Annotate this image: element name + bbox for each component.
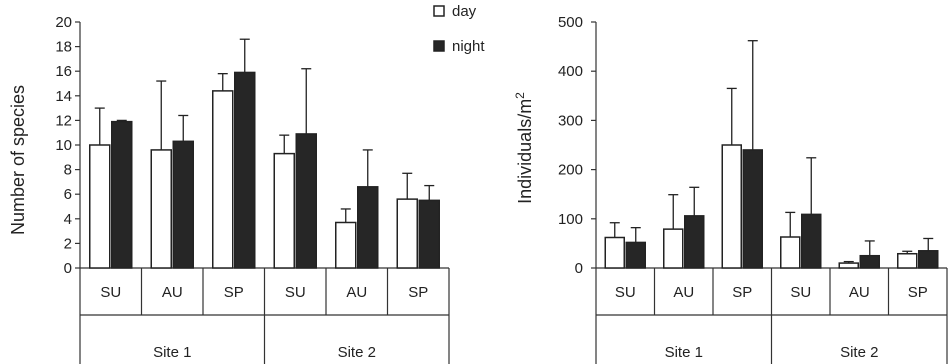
density-chart: 0 100 200 300 400 500 SU AU SP SU AU SP Site 1 Site 2 — [558, 14, 948, 364]
species-category-label: AU — [346, 284, 367, 301]
density-category-label: SP — [732, 284, 752, 301]
species-y-tick-label: 18 — [55, 39, 72, 56]
species-bar-day — [273, 152, 295, 269]
species-bar-night — [111, 120, 133, 269]
species-y-tick-label: 10 — [55, 137, 72, 154]
density-y-tick-label: 500 — [558, 14, 583, 31]
density-y-tick-label: 300 — [558, 112, 583, 129]
species-group-label-site-1: Site 1 — [153, 344, 191, 361]
density-y-tick-label: 200 — [558, 162, 583, 179]
species-bar-day — [212, 90, 234, 269]
species-chart: 0 2 4 6 8 10 12 14 16 18 20 SU AU SP SU AU SP Site 1 Site … — [55, 14, 450, 364]
density-bar-night — [918, 250, 939, 269]
legend-day-label: day — [452, 3, 477, 20]
density-group-label-site-2: Site 2 — [840, 344, 878, 361]
species-y-tick-label: 6 — [64, 186, 72, 203]
species-y-tick-label: 16 — [55, 63, 72, 80]
density-bar-night — [742, 149, 763, 269]
y-axis-label-species: Number of species — [8, 85, 28, 235]
density-category-label: SU — [790, 284, 811, 301]
species-y-tick-label: 20 — [55, 14, 72, 31]
density-bar-day — [780, 236, 801, 269]
y-axis-label-density-superscript: 2 — [513, 92, 527, 99]
legend-day-swatch — [433, 5, 445, 17]
species-y-tick-label: 8 — [64, 162, 72, 179]
density-group-label-site-1: Site 1 — [665, 344, 703, 361]
density-category-label: AU — [849, 284, 870, 301]
density-bar-night — [801, 213, 822, 269]
species-bar-day — [335, 221, 357, 269]
density-category-label: SP — [908, 284, 928, 301]
density-y-tick-label: 400 — [558, 63, 583, 80]
species-bar-night — [234, 71, 256, 269]
density-category-label: AU — [673, 284, 694, 301]
density-y-tick-label: 0 — [575, 260, 583, 277]
species-bar-day — [396, 198, 418, 269]
density-bar-night — [859, 254, 880, 269]
species-bar-night — [357, 186, 379, 269]
species-y-tick-label: 2 — [64, 235, 72, 252]
legend-night-swatch — [433, 40, 445, 52]
species-category-label: SP — [408, 284, 428, 301]
density-bar-day — [897, 252, 918, 269]
species-bar-night — [418, 199, 440, 269]
species-bar-day — [89, 144, 111, 269]
density-bar-day — [604, 236, 625, 269]
species-category-label: SU — [100, 284, 121, 301]
species-y-tick-label: 4 — [64, 211, 72, 228]
density-bar-day — [663, 228, 684, 269]
density-bar-day — [721, 144, 742, 269]
species-category-label: AU — [162, 284, 183, 301]
density-y-tick-label: 100 — [558, 211, 583, 228]
legend-night-label: night — [452, 38, 485, 55]
species-category-label: SP — [224, 284, 244, 301]
density-category-label: SU — [615, 284, 636, 301]
density-bar-day — [838, 262, 859, 269]
species-y-tick-label: 12 — [55, 112, 72, 129]
density-bar-night — [625, 241, 646, 269]
species-y-tick-label: 0 — [64, 260, 72, 277]
legend: day night — [433, 3, 485, 55]
species-bar-night — [172, 140, 194, 269]
species-bar-day — [150, 149, 172, 269]
species-bar-night — [295, 133, 317, 269]
species-category-label: SU — [285, 284, 306, 301]
density-bar-night — [684, 215, 705, 269]
y-axis-label-density: Individuals/m2 — [513, 92, 535, 204]
species-y-tick-label: 14 — [55, 88, 72, 105]
species-group-label-site-2: Site 2 — [338, 344, 376, 361]
y-axis-label-density-text: Individuals/m — [515, 99, 535, 204]
